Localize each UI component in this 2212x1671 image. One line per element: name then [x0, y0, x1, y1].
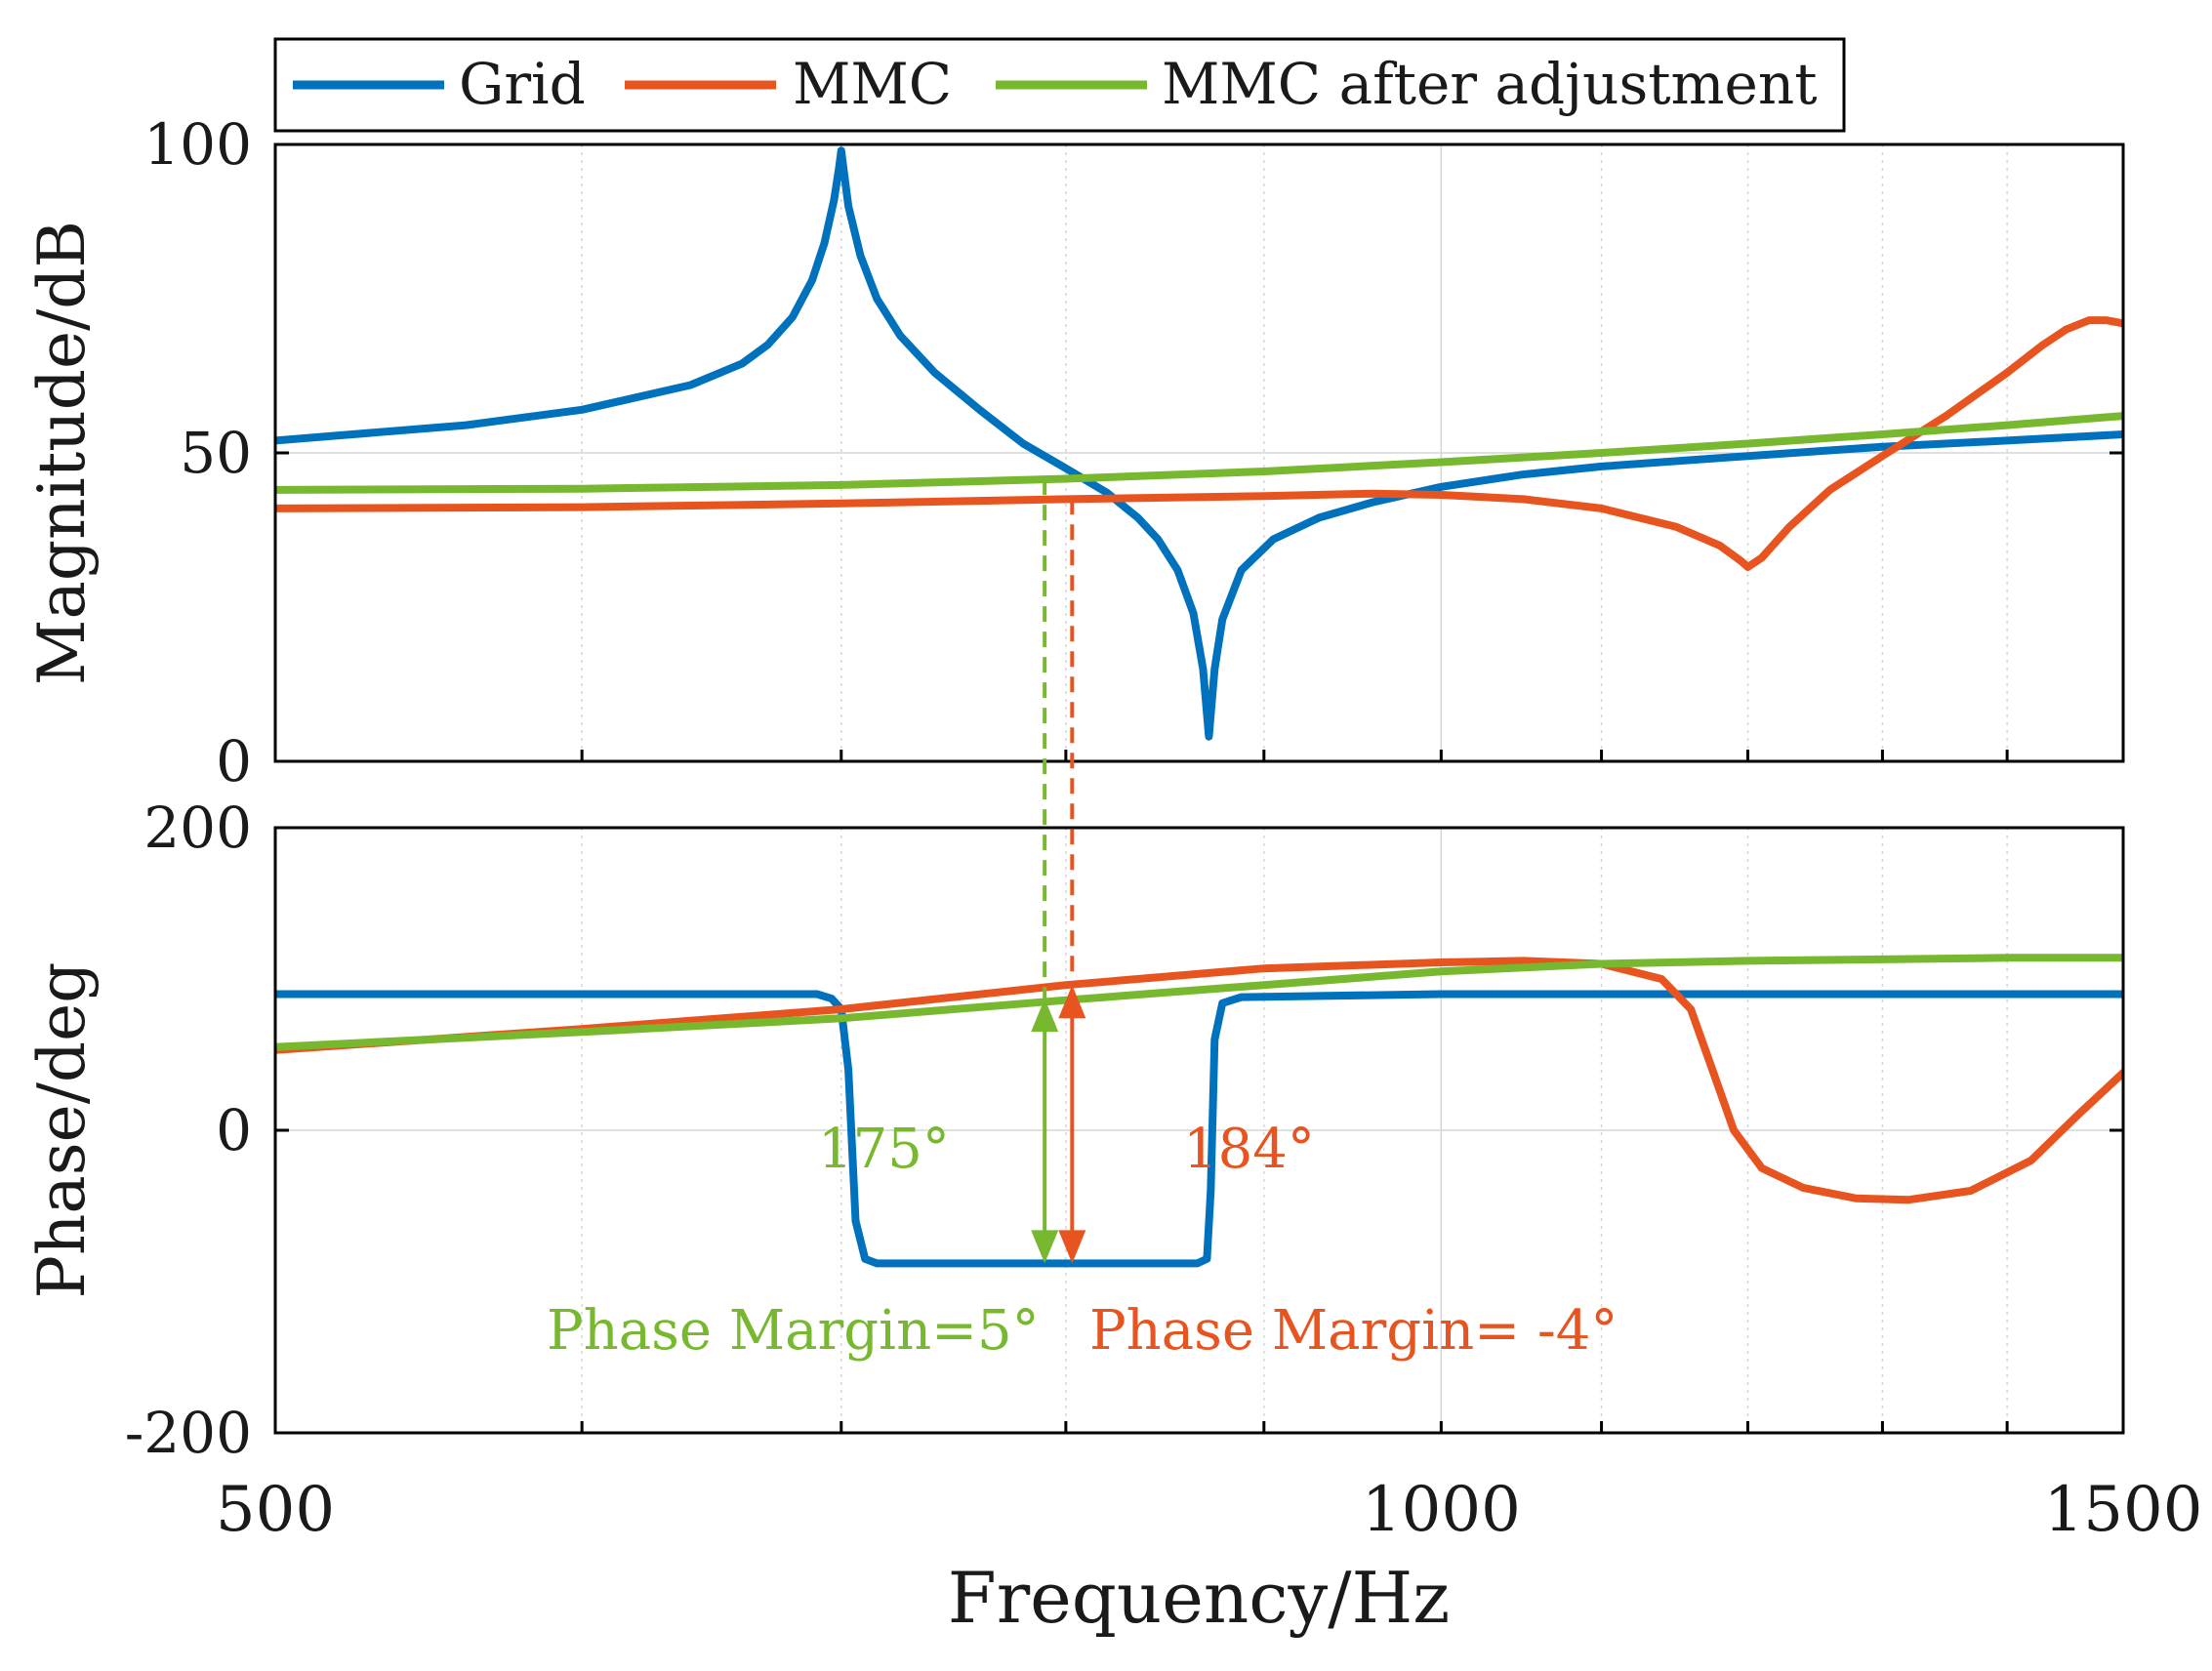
phase-gridlines [275, 828, 2123, 1433]
legend-label-mmc: MMC [793, 51, 952, 117]
magnitude-ytick-label-50: 50 [180, 420, 252, 486]
phase-panel: -200 0 200 Phase/deg [24, 795, 2125, 1466]
magnitude-y-ticks: 0 50 100 [143, 111, 2125, 795]
magnitude-panel: 0 50 100 Magnitude/dB [24, 111, 2125, 795]
red-angle-label: 184° [1183, 1118, 1315, 1181]
x-tick-label-1000: 1000 [1362, 1474, 1521, 1546]
green-angle-label: 175° [818, 1118, 950, 1181]
x-tick-label-1500: 1500 [2044, 1474, 2203, 1546]
x-axis-ticks: 500 1000 1500 [216, 1474, 2203, 1546]
magnitude-series-mmc-adj [275, 412, 2123, 494]
phase-ytick-label--200: -200 [125, 1400, 252, 1466]
phase-series [275, 954, 2123, 1268]
x-tick-label-500: 500 [216, 1474, 335, 1546]
legend: Grid MMC MMC after adjustment [273, 37, 1846, 133]
magnitude-y-label: Magnitude/dB [24, 221, 100, 685]
phase-ytick-label-0: 0 [216, 1097, 252, 1163]
legend-label-grid: Grid [459, 51, 586, 117]
red-arrowhead-top [1058, 985, 1086, 1019]
phase-ytick-label-200: 200 [143, 795, 252, 861]
phase-y-label: Phase/deg [24, 962, 100, 1299]
green-phase-margin-label: Phase Margin=5° [547, 1299, 1040, 1363]
phase-series-mmc-adj [275, 954, 2123, 1051]
green-arrowhead-bottom [1031, 1230, 1059, 1264]
green-arrowhead-top [1031, 999, 1059, 1033]
x-axis-label: Frequency/Hz [948, 1557, 1450, 1639]
red-arrowhead-bottom [1058, 1230, 1086, 1264]
magnitude-ytick-label-100: 100 [143, 111, 252, 178]
phase-y-ticks: -200 0 200 [125, 795, 2125, 1466]
magnitude-series [275, 146, 2123, 741]
magnitude-series-grid [275, 146, 2123, 741]
red-phase-margin-label: Phase Margin= -4° [1089, 1299, 1618, 1363]
magnitude-ytick-label-0: 0 [216, 728, 252, 795]
phase-margin-annotations: 175° 184° Phase Margin=5° Phase Margin= … [547, 479, 1618, 1363]
phase-series-mmc [275, 957, 2123, 1204]
magnitude-series-mmc [275, 316, 2123, 571]
legend-label-mmc-adjusted: MMC after adjustment [1162, 51, 1818, 117]
